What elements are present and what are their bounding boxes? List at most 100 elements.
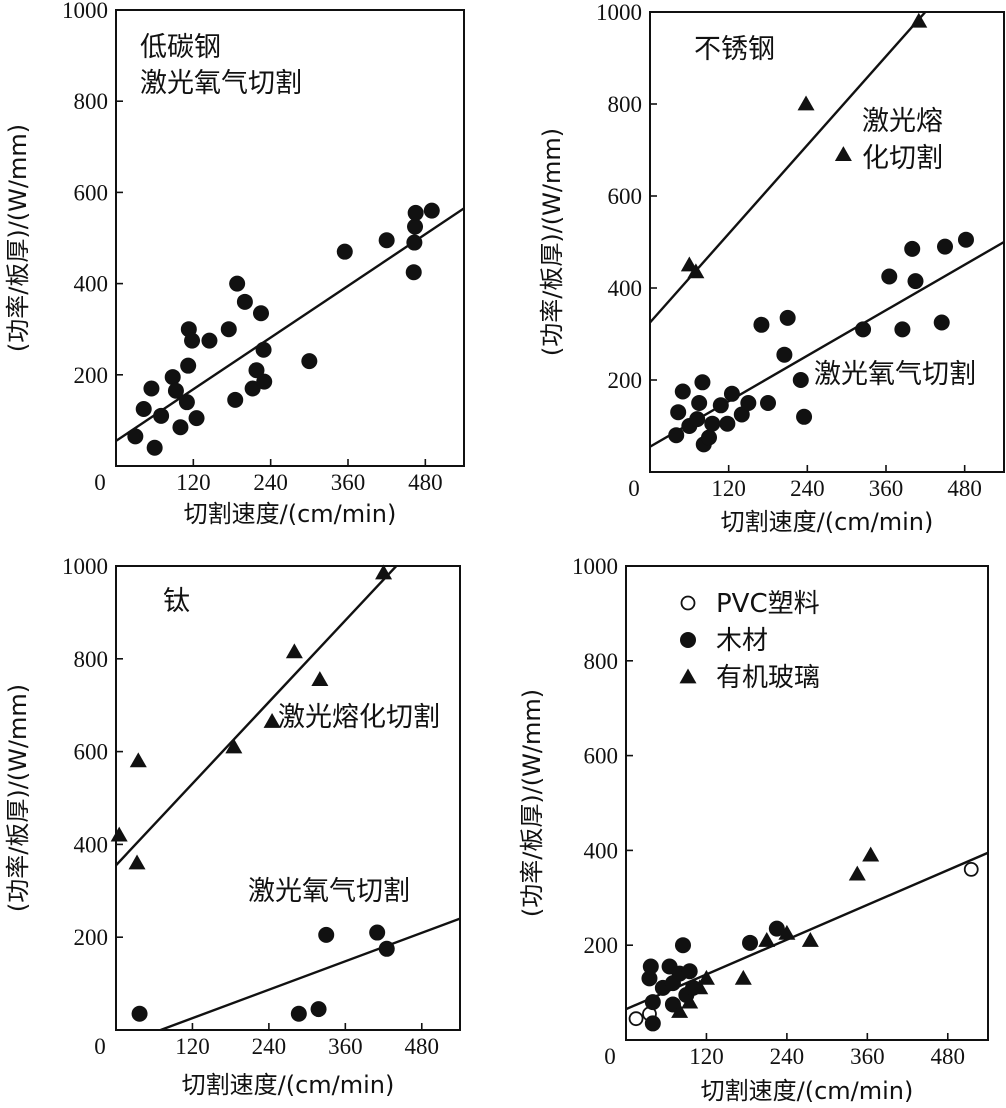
annotation-text: 不锈钢 xyxy=(694,34,775,65)
data-point xyxy=(143,380,160,397)
fit-line xyxy=(626,851,988,1011)
data-point xyxy=(407,218,424,235)
x-tick-label: 120 xyxy=(175,1034,210,1059)
data-point xyxy=(188,410,205,427)
data-point xyxy=(768,920,785,937)
data-point xyxy=(378,940,395,957)
series-1 xyxy=(680,12,928,279)
data-point xyxy=(937,238,953,255)
series-1 xyxy=(127,202,440,456)
data-point xyxy=(248,362,265,379)
data-point xyxy=(256,373,273,390)
data-point xyxy=(681,963,698,980)
x-tick-label: 480 xyxy=(408,470,443,495)
chart-panel-2: 0 120 240 360 480 200 400 600 800 1000 切割速度/(cm/mi… xyxy=(538,0,1005,536)
x-tick-label: 240 xyxy=(252,1034,287,1059)
data-point xyxy=(642,958,659,975)
data-point xyxy=(691,395,708,411)
data-point xyxy=(263,712,281,728)
x-tick-label: 120 xyxy=(176,470,211,495)
annotation-text: 激光熔 xyxy=(862,106,943,137)
y-tick-label: 200 xyxy=(584,933,619,958)
fit-lines xyxy=(626,851,988,1011)
data-point xyxy=(904,240,921,257)
data-point xyxy=(167,382,184,399)
fit-line xyxy=(116,566,398,867)
data-point xyxy=(135,401,152,417)
x-tick-label: 360 xyxy=(331,470,366,495)
data-point xyxy=(146,439,163,456)
data-point xyxy=(110,826,128,842)
data-point xyxy=(628,1011,644,1027)
fit-line xyxy=(116,207,464,442)
annotation-text: 激光熔化切割 xyxy=(278,702,440,733)
x-tick-label: 120 xyxy=(711,476,746,501)
data-point xyxy=(178,394,195,411)
plot-frame xyxy=(115,9,465,467)
data-point xyxy=(225,738,243,754)
data-point xyxy=(957,231,974,248)
fit-lines xyxy=(116,207,464,442)
series-2 xyxy=(668,231,974,453)
data-point xyxy=(644,994,661,1011)
x-tick-label: 0 xyxy=(628,476,640,501)
x-tick-label: 240 xyxy=(253,470,288,495)
data-point xyxy=(369,924,386,941)
x-axis-label: 切割速度/(cm/min) xyxy=(701,1077,914,1105)
y-tick-label: 800 xyxy=(74,647,109,672)
y-tick-label: 800 xyxy=(608,92,643,117)
y-tick-label: 400 xyxy=(584,838,619,863)
data-point xyxy=(255,341,272,358)
data-point xyxy=(776,346,793,363)
x-tick-label: 480 xyxy=(931,1044,966,1069)
legend-marker xyxy=(680,595,696,611)
y-tick-label: 400 xyxy=(74,272,109,297)
data-point xyxy=(375,564,393,580)
plot-frame xyxy=(115,565,461,1031)
data-point xyxy=(229,275,246,292)
y-tick-label: 400 xyxy=(608,276,643,301)
data-point xyxy=(405,264,422,281)
data-point xyxy=(129,752,147,768)
fit-line xyxy=(650,240,1004,448)
data-point xyxy=(423,202,440,219)
x-tick-label: 360 xyxy=(850,1044,885,1069)
series-3 xyxy=(671,846,880,1018)
plot-frame xyxy=(625,565,989,1041)
series-2 xyxy=(641,920,785,1032)
x-tick-label: 120 xyxy=(689,1044,724,1069)
data-point xyxy=(644,1015,661,1032)
data-point xyxy=(128,854,146,870)
x-tick-label: 480 xyxy=(947,476,982,501)
x-tick-label: 240 xyxy=(790,476,825,501)
data-point xyxy=(691,979,709,995)
y-axis-label: (功率/板厚)/(W/mm) xyxy=(4,124,32,352)
y-axis-label: (功率/板厚)/(W/mm) xyxy=(4,684,32,912)
y-tick-label: 600 xyxy=(74,740,109,765)
data-point xyxy=(336,243,353,260)
data-point xyxy=(172,419,189,436)
x-axis-label: 切割速度/(cm/min) xyxy=(721,508,934,536)
chart-panel-1: 0 120 240 360 480 200 400 600 800 1000 切割速度/(cm/mi… xyxy=(4,0,465,528)
data-point xyxy=(796,408,813,425)
data-point xyxy=(201,332,218,349)
data-point xyxy=(734,969,752,985)
data-point xyxy=(881,268,898,285)
annotation-text: 激光氧气切割 xyxy=(814,359,976,390)
data-point xyxy=(834,146,852,161)
x-tick-label: 360 xyxy=(869,476,904,501)
chart-panel-4: 0 120 240 360 480 200 400 600 800 1000 切割速度/(cm/mi… xyxy=(518,554,989,1105)
data-point xyxy=(681,993,699,1009)
x-tick-label: 240 xyxy=(770,1044,805,1069)
data-point xyxy=(894,321,911,338)
y-tick-label: 600 xyxy=(608,184,643,209)
data-point xyxy=(378,232,395,249)
data-point xyxy=(290,1005,307,1022)
data-point xyxy=(687,263,705,279)
data-point xyxy=(712,397,729,414)
y-tick-label: 800 xyxy=(74,89,109,114)
fit-lines xyxy=(116,566,460,1030)
data-point xyxy=(131,1005,148,1022)
data-point xyxy=(153,407,170,424)
